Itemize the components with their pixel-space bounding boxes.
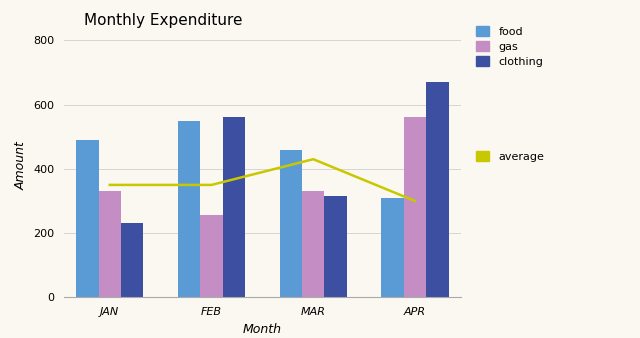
Bar (381, 198, 404, 297)
Bar (76, 140, 99, 297)
Bar (99, 191, 121, 297)
Text: Monthly Expenditure: Monthly Expenditure (84, 14, 243, 28)
X-axis label: Month: Month (243, 323, 282, 336)
Bar (426, 82, 449, 297)
Bar (404, 117, 426, 297)
Bar (178, 121, 200, 297)
Legend: food, gas, clothing: food, gas, clothing (473, 22, 547, 70)
Bar (280, 149, 302, 297)
Bar (324, 196, 347, 297)
Bar (302, 191, 324, 297)
Y-axis label: Amount: Amount (15, 141, 28, 190)
Bar (200, 215, 223, 297)
Legend: average: average (473, 147, 547, 165)
Bar (223, 117, 245, 297)
Bar (121, 223, 143, 297)
